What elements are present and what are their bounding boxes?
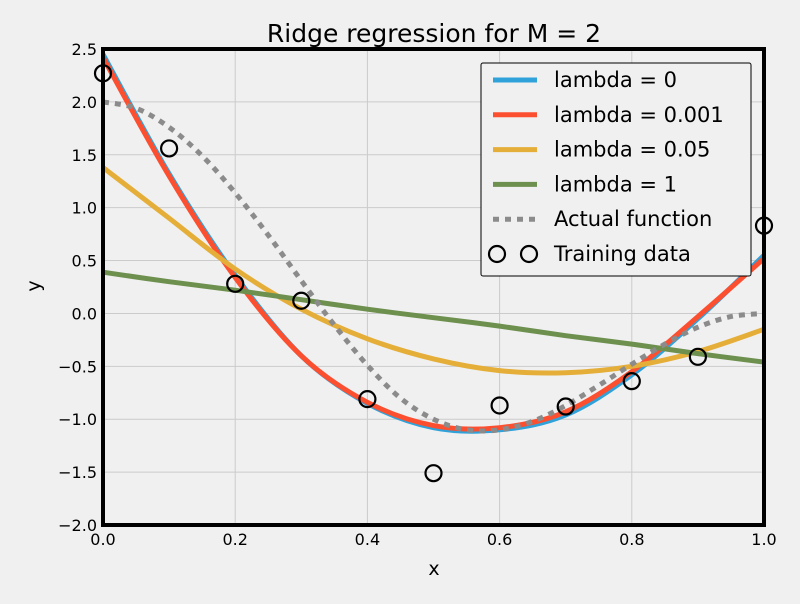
legend-label: Actual function — [554, 207, 712, 231]
legend-label: lambda = 0 — [554, 68, 677, 92]
training-data-point — [556, 397, 575, 416]
x-tick-label: 0.8 — [619, 530, 644, 549]
legend: lambda = 0 lambda = 0.001 lambda = 0.05 lam… — [480, 62, 752, 277]
chart-title: Ridge regression for M = 2 — [267, 19, 601, 48]
training-data-point — [160, 139, 179, 158]
y-tick-label: −1.0 — [58, 410, 97, 429]
plot-area: 0.0 0.2 0.4 0.6 0.8 1.0 −2.0 −1.5 −1.0 −0.5 0.0 0.5… — [58, 40, 777, 549]
y-tick-label: 2.5 — [72, 40, 97, 59]
y-tick-label: 0.0 — [72, 304, 97, 323]
x-tick-label: 0.0 — [90, 530, 115, 549]
training-data-point — [226, 274, 245, 293]
x-tick-label: 0.4 — [355, 530, 380, 549]
legend-label: lambda = 0.001 — [554, 103, 724, 127]
training-data-point — [490, 396, 509, 415]
training-data-point — [688, 347, 708, 366]
legend-label: lambda = 1 — [554, 172, 677, 196]
training-data-point — [358, 390, 377, 409]
legend-label: Training data — [553, 242, 691, 266]
axes-frame — [101, 47, 766, 527]
legend-label: lambda = 0.05 — [554, 138, 710, 162]
series-line-4 — [102, 99, 765, 434]
y-tick-label: 1.0 — [72, 199, 97, 218]
x-tick-label: 0.2 — [222, 530, 247, 549]
y-tick-label: 2.0 — [72, 93, 97, 112]
series-line-3 — [102, 269, 765, 365]
training-data-point — [292, 291, 311, 310]
training-data-point — [424, 464, 443, 483]
legend-marker — [487, 244, 507, 264]
x-axis-label: x — [428, 558, 439, 580]
legend-marker — [519, 244, 539, 264]
legend-box — [480, 62, 752, 277]
x-tick-label: 1.0 — [751, 530, 776, 549]
x-tick-label: 0.6 — [487, 530, 512, 549]
y-tick-label: −2.0 — [58, 516, 97, 535]
series-line-2 — [101, 165, 765, 376]
y-tick-label: 1.5 — [72, 146, 97, 165]
y-tick-label: −1.5 — [58, 463, 97, 482]
series-line-1 — [100, 56, 766, 432]
y-tick-label: 0.5 — [72, 252, 97, 271]
y-axis-label: y — [23, 280, 45, 291]
y-tick-label: −0.5 — [58, 357, 97, 376]
training-data-point — [622, 372, 641, 391]
